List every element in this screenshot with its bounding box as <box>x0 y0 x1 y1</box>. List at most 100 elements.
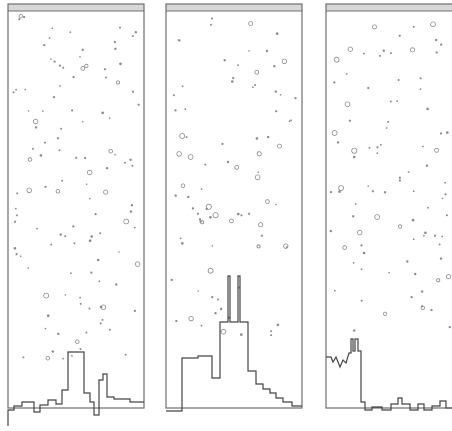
star <box>199 220 202 223</box>
star <box>94 213 97 216</box>
star <box>270 334 273 337</box>
star <box>352 262 355 264</box>
star <box>389 100 392 103</box>
star <box>360 299 363 302</box>
star <box>248 50 250 52</box>
star <box>254 70 260 75</box>
star <box>103 189 109 195</box>
star <box>59 233 62 236</box>
star <box>211 296 214 299</box>
star <box>64 235 67 238</box>
star <box>382 49 385 52</box>
star <box>353 329 356 332</box>
star <box>407 171 410 174</box>
star <box>212 212 219 219</box>
star <box>181 242 184 245</box>
star <box>58 64 62 67</box>
star <box>331 130 338 136</box>
star <box>23 15 26 19</box>
star <box>46 314 50 318</box>
panel-right-skyline <box>326 338 452 411</box>
star <box>130 204 134 207</box>
star <box>45 356 50 361</box>
star <box>385 127 388 129</box>
star <box>422 145 424 148</box>
panel-left-stars <box>12 14 141 361</box>
star <box>176 151 182 157</box>
star <box>420 290 424 293</box>
star <box>211 17 213 20</box>
star <box>85 183 88 185</box>
star <box>88 307 91 310</box>
star <box>181 85 184 88</box>
star <box>360 244 363 247</box>
star <box>348 119 351 122</box>
star <box>84 156 87 160</box>
panel-left-frame <box>7 3 145 409</box>
star <box>398 34 401 37</box>
star <box>197 290 199 292</box>
star <box>27 110 30 112</box>
star <box>14 207 17 210</box>
star <box>237 64 239 66</box>
star <box>31 147 34 150</box>
star <box>85 331 88 334</box>
star <box>103 68 106 71</box>
star <box>51 350 54 353</box>
star <box>105 76 108 79</box>
star <box>254 174 261 181</box>
star <box>108 148 113 154</box>
star <box>86 169 93 176</box>
star <box>438 243 441 246</box>
star <box>430 21 436 28</box>
star <box>59 85 61 87</box>
star <box>179 237 182 240</box>
star <box>13 247 17 250</box>
star <box>333 289 336 292</box>
star <box>231 80 234 83</box>
star <box>352 215 355 218</box>
star <box>424 231 427 235</box>
star <box>434 147 440 153</box>
star <box>435 38 438 42</box>
star <box>16 192 19 195</box>
star <box>277 143 282 149</box>
star <box>56 137 60 140</box>
star <box>81 48 84 51</box>
star <box>333 56 340 63</box>
star <box>131 35 134 38</box>
star <box>232 76 235 80</box>
star <box>248 212 251 215</box>
star <box>388 271 390 274</box>
star <box>226 160 230 164</box>
star <box>221 142 224 145</box>
panel-left-skyline <box>7 351 144 426</box>
star <box>124 353 127 356</box>
star <box>48 37 51 39</box>
star <box>362 52 365 55</box>
star <box>444 193 447 196</box>
star <box>123 218 129 225</box>
star <box>72 225 75 228</box>
star <box>53 60 56 63</box>
star <box>13 220 17 223</box>
star <box>397 79 400 81</box>
star <box>387 120 390 123</box>
star <box>376 146 379 149</box>
star <box>281 58 288 64</box>
star <box>24 88 27 91</box>
star <box>379 143 382 146</box>
star <box>200 324 203 327</box>
panel-center-stars <box>170 17 297 337</box>
star <box>214 312 217 315</box>
star <box>389 52 392 55</box>
star <box>84 63 89 69</box>
star <box>174 194 177 197</box>
star <box>22 356 25 359</box>
star <box>101 318 104 321</box>
star <box>257 171 260 173</box>
star <box>345 73 348 75</box>
star <box>220 307 223 311</box>
panel-center-skyline <box>166 275 302 412</box>
star <box>62 357 64 360</box>
